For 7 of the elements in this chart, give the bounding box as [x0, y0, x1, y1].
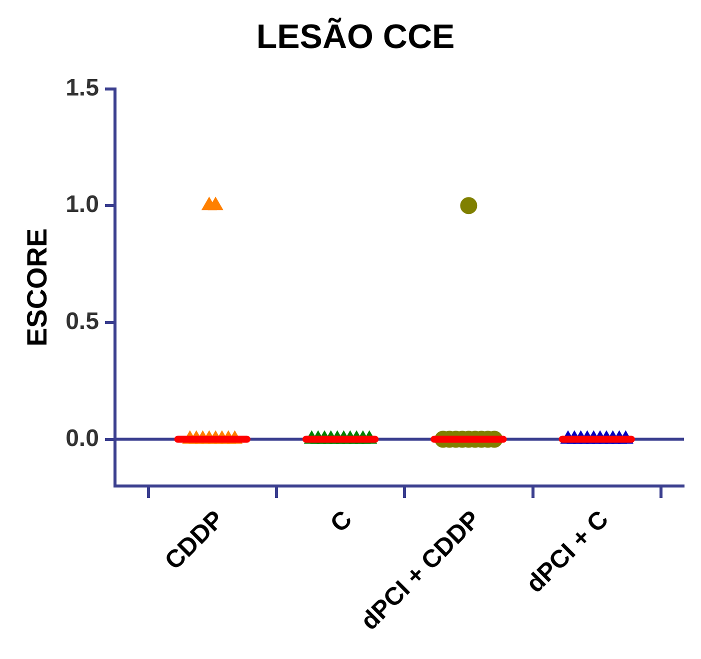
y-tick-label: 0.0	[66, 424, 99, 452]
y-tick-label: 0.5	[66, 308, 99, 336]
y-tick-label: 1.5	[66, 74, 99, 102]
chart-title: LESÃO CCE	[256, 16, 455, 56]
y-axis-title: ESCORE	[22, 228, 53, 347]
x-tick-label: C	[325, 505, 358, 538]
y-tick-label: 1.0	[66, 191, 99, 218]
